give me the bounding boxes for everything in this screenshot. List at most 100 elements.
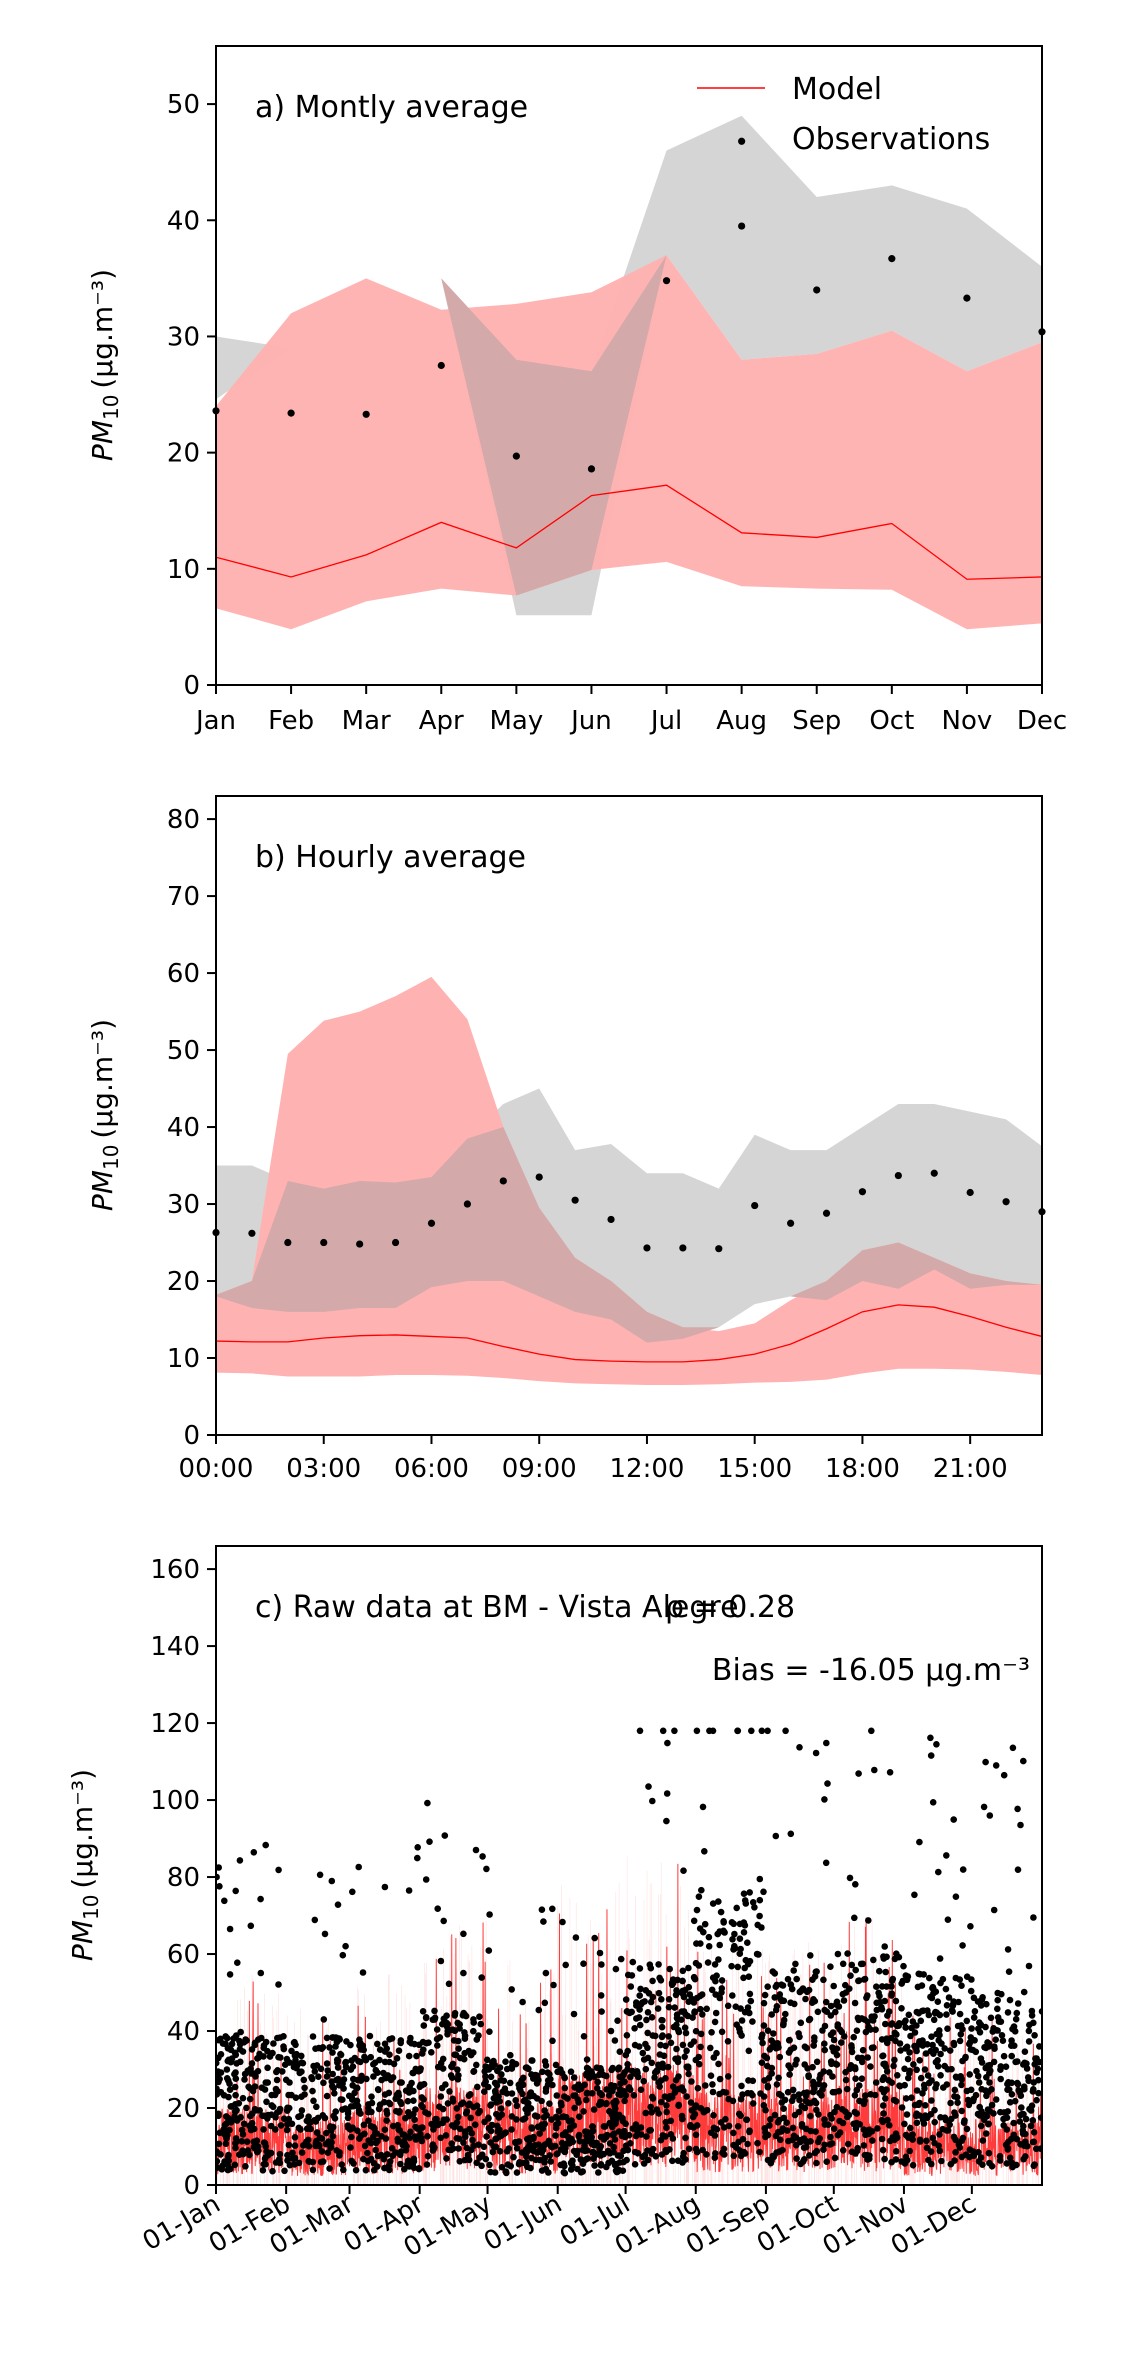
observation-point [226,2086,234,2093]
observation-point [703,2106,711,2114]
observation-point [738,2032,745,2039]
observation-point [546,2070,553,2078]
observation-point [414,1844,422,1851]
observation-point [714,1930,721,1938]
observation-point [852,1881,859,1888]
observation-point [260,2139,268,2146]
observation-point [323,2060,331,2067]
observation-point [328,2082,336,2090]
observation-point [846,1985,853,1992]
observation-point [932,2058,940,2066]
observation-point [387,2076,395,2084]
observation-point [824,1780,831,1787]
observation-point [644,2009,652,2016]
observation-point [668,1979,676,1987]
observation-point [285,2141,293,2149]
observation-point [437,2093,445,2100]
observation-point [280,2115,288,2122]
observation-point [836,2117,843,2125]
observation-point [768,2011,775,2018]
observation-point [778,2092,785,2099]
observation-point [419,2008,427,2015]
observation-point [478,2162,485,2170]
observation-point [395,2126,403,2133]
observation-point [811,2097,818,2105]
monthly-ytick-label: 0 [183,671,200,701]
observation-point [231,2049,239,2057]
observation-point [953,2094,961,2101]
observation-point [277,2122,285,2129]
observation-point [560,2169,568,2176]
observation-point [234,1959,241,1966]
observation-point [764,2156,772,2164]
hourly-ytick-label: 30 [167,1190,200,1220]
observation-point [909,2136,916,2143]
observation-point [821,1796,828,1803]
observation-point [709,2088,717,2096]
observation-point [930,2016,938,2024]
observation-point [982,2087,989,2094]
observation-point [821,2141,828,2149]
observation-point [697,2105,705,2112]
observation-point [623,2032,631,2039]
observation-point [839,1960,847,1968]
observation-point [628,1972,636,1979]
hourly-ytick-label: 80 [167,805,200,835]
observation-point [663,2102,670,2109]
observation-point [570,2010,578,2018]
observation-point [498,2163,506,2171]
observation-point [789,2086,797,2094]
observation-point [790,2093,798,2100]
observation-point [656,1974,663,1982]
observation-point [473,2159,481,2167]
observation-point [641,1998,648,2005]
observation-point [901,2081,908,2089]
observation-point [1030,2162,1038,2170]
observation-point [513,2169,521,2176]
observation-point [557,2099,565,2107]
observation-point [217,2069,225,2076]
observation-point [871,1766,878,1774]
observation-point [645,1783,652,1790]
observation-point [970,2152,978,2160]
observation-point [362,410,370,418]
observation-point [344,2124,352,2131]
observation-point [847,1972,854,1979]
raw-ytick-label: 40 [167,2017,200,2047]
observation-point [631,2148,639,2156]
observation-point [473,2061,480,2069]
observation-point [888,2079,896,2086]
observation-point [407,2128,414,2136]
observation-point [673,2045,680,2053]
observation-point [927,1734,934,1742]
observation-point [340,2085,347,2092]
observation-point [709,1900,717,1907]
observation-point [1006,2099,1014,2106]
observation-point [925,2156,932,2164]
observation-point [860,2126,868,2133]
observation-point [222,2113,230,2120]
observation-point [493,2135,500,2143]
observation-point [833,2061,841,2068]
observation-point [453,2135,461,2142]
observation-point [355,2057,362,2065]
hourly-xtick-label: 15:00 [717,1454,792,1484]
monthly-x-ticks: Jan Feb Mar Apr May Jun Jul Aug Sep Oct Nov Dec [194,685,1067,736]
observation-point [290,2039,298,2046]
observation-point [773,2149,780,2156]
observation-point [569,2138,577,2146]
observation-point [525,2065,532,2073]
observation-point [728,1962,735,1970]
observation-point [636,1727,644,1735]
observation-point [470,2019,478,2026]
observation-point [840,1997,848,2004]
observation-point [1017,2141,1024,2148]
observation-point [593,2085,601,2092]
observation-point [959,1942,966,1949]
observation-point [411,2133,419,2140]
observation-point [386,2158,394,2165]
observation-point [679,1244,687,1252]
observation-point [351,2089,358,2097]
observation-point [959,2025,966,2033]
